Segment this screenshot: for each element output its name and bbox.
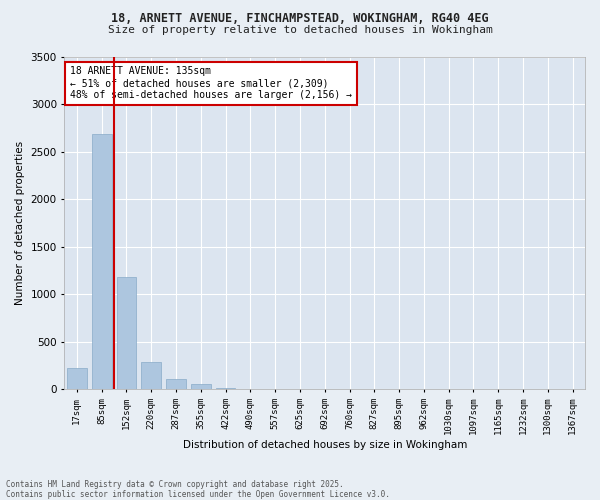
- Text: 18 ARNETT AVENUE: 135sqm
← 51% of detached houses are smaller (2,309)
48% of sem: 18 ARNETT AVENUE: 135sqm ← 51% of detach…: [70, 66, 352, 100]
- Bar: [215, 388, 235, 389]
- Bar: [191, 384, 211, 389]
- Bar: [92, 134, 112, 389]
- Y-axis label: Number of detached properties: Number of detached properties: [15, 141, 25, 305]
- X-axis label: Distribution of detached houses by size in Wokingham: Distribution of detached houses by size …: [182, 440, 467, 450]
- Text: Contains HM Land Registry data © Crown copyright and database right 2025.
Contai: Contains HM Land Registry data © Crown c…: [6, 480, 390, 499]
- Bar: [116, 278, 136, 389]
- Text: Size of property relative to detached houses in Wokingham: Size of property relative to detached ho…: [107, 25, 493, 35]
- Bar: [166, 379, 186, 389]
- Bar: [67, 368, 87, 389]
- Text: 18, ARNETT AVENUE, FINCHAMPSTEAD, WOKINGHAM, RG40 4EG: 18, ARNETT AVENUE, FINCHAMPSTEAD, WOKING…: [111, 12, 489, 26]
- Bar: [141, 362, 161, 389]
